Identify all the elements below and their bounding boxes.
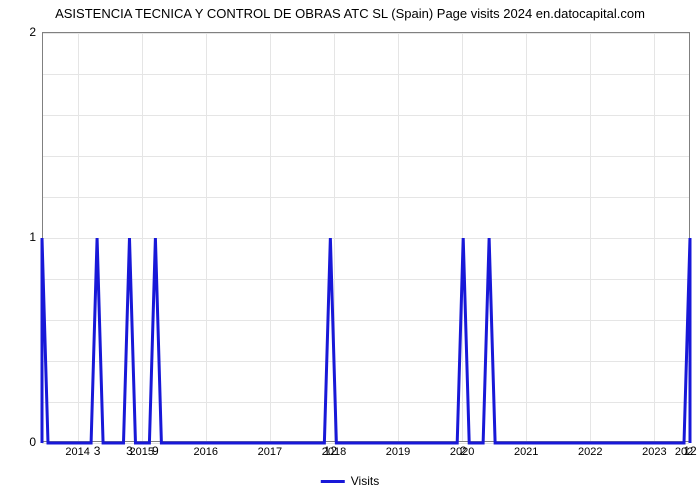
spike-label: 3 (94, 444, 101, 458)
xtick-label: 2016 (194, 446, 218, 458)
legend-swatch (321, 480, 345, 483)
spike-label: 12 (324, 444, 337, 458)
xtick-label: 2015 (129, 446, 153, 458)
chart-title: ASISTENCIA TECNICA Y CONTROL DE OBRAS AT… (0, 6, 700, 21)
spike-label: 2 (460, 444, 467, 458)
legend: Visits (321, 468, 379, 494)
legend-label: Visits (351, 474, 379, 488)
plot-area (42, 32, 690, 442)
xtick-label: 2014 (65, 446, 89, 458)
xtick-label: 2019 (386, 446, 410, 458)
spike-label: 12 (683, 444, 696, 458)
ytick-label: 1 (29, 230, 36, 244)
ytick-label: 0 (29, 435, 36, 449)
series-line (42, 33, 690, 443)
xtick-label: 2022 (578, 446, 602, 458)
chart-container: ASISTENCIA TECNICA Y CONTROL DE OBRAS AT… (0, 0, 700, 500)
xtick-label: 2021 (514, 446, 538, 458)
xtick-label: 2023 (642, 446, 666, 458)
ytick-label: 2 (29, 25, 36, 39)
xtick-label: 2017 (258, 446, 282, 458)
spike-label: 9 (152, 444, 159, 458)
spike-label: 3 (126, 444, 133, 458)
